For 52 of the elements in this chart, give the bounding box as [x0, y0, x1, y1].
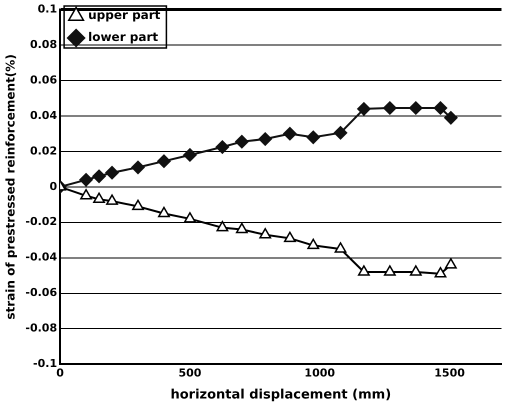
point: [80, 189, 92, 200]
y-tick-label: -0.06: [25, 286, 58, 300]
y-tick-label: -0.1: [33, 357, 58, 370]
y-tick-label: -0.08: [25, 322, 58, 335]
point: [434, 101, 448, 115]
point: [383, 101, 397, 115]
y-tick-label: 0: [49, 180, 58, 193]
point: [358, 265, 370, 276]
y-tick-label: 0.06: [30, 73, 58, 86]
point: [410, 265, 422, 276]
point: [258, 132, 272, 146]
point: [434, 267, 446, 278]
y-tick-label: 0.04: [30, 108, 58, 122]
y-axis-title: strain of prestressed reinforcement(%): [3, 54, 18, 320]
point: [384, 265, 396, 276]
point: [132, 200, 144, 210]
legend-label: lower part: [88, 30, 158, 44]
point: [306, 130, 320, 144]
point: [105, 166, 119, 180]
point: [79, 173, 93, 187]
point: [93, 192, 105, 204]
point: [284, 232, 296, 242]
point: [216, 220, 228, 232]
point: [157, 154, 171, 168]
point: [184, 212, 196, 223]
point: [334, 242, 346, 253]
point: [409, 101, 423, 115]
y-tick-label: 0.02: [30, 144, 58, 158]
point: [106, 194, 118, 205]
point: [236, 222, 248, 234]
y-tick-label: -0.04: [25, 250, 58, 264]
legend-label: upper part: [88, 8, 161, 22]
x-tick-label: 500: [178, 366, 202, 380]
y-tick-label: 0.1: [38, 2, 58, 16]
x-tick-label: 1000: [304, 366, 336, 380]
point: [259, 228, 272, 239]
point: [183, 148, 197, 162]
point: [283, 126, 297, 140]
x-axis-title: horizontal displacement (mm): [170, 388, 392, 403]
y-tick-label: -0.02: [25, 215, 58, 228]
point: [235, 134, 249, 148]
point: [131, 160, 145, 174]
point: [357, 102, 371, 116]
point: [444, 111, 458, 125]
y-tick-label: 0.08: [30, 38, 58, 51]
point: [307, 238, 320, 250]
point: [216, 140, 230, 154]
point: [444, 258, 457, 269]
point: [92, 170, 106, 184]
point: [334, 126, 348, 140]
x-tick-label: 1500: [434, 366, 466, 380]
point: [158, 206, 170, 218]
